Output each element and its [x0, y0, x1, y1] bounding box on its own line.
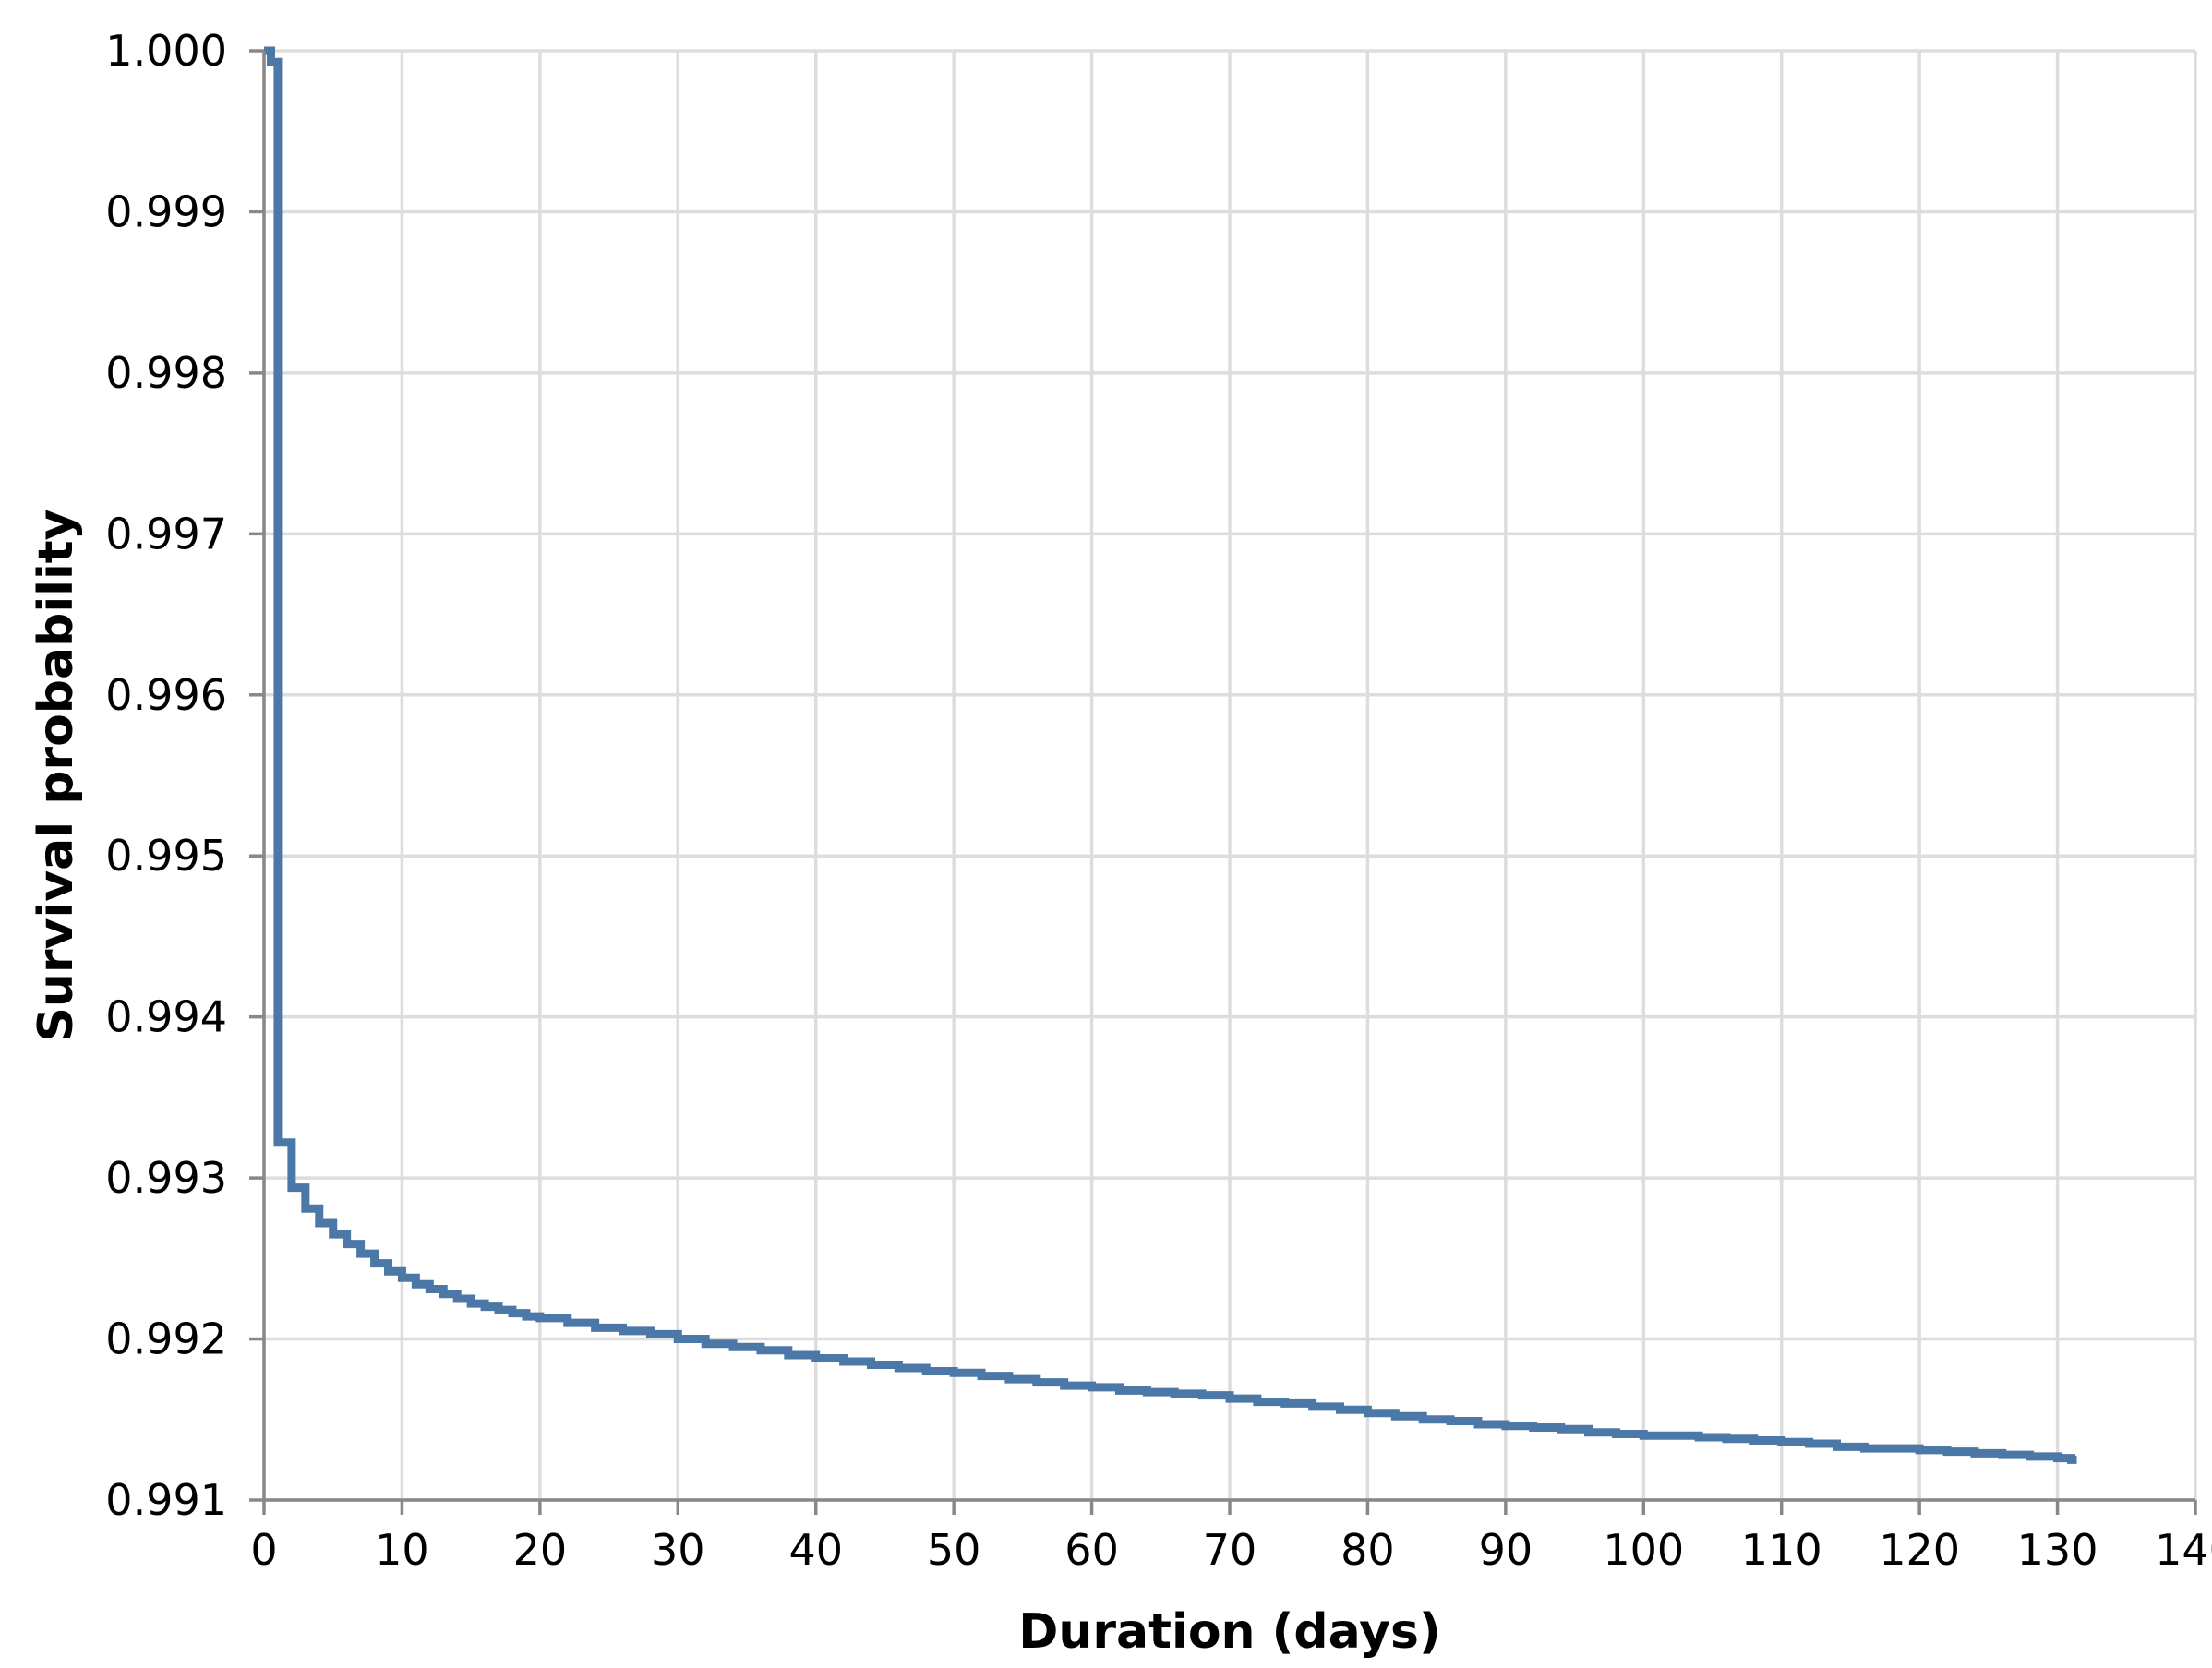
x-tick-label: 120: [1879, 1525, 1960, 1575]
y-tick-label: 0.995: [105, 831, 227, 881]
x-tick-label: 70: [1203, 1525, 1257, 1575]
x-tick-label: 90: [1479, 1525, 1533, 1575]
x-tick-label: 130: [2017, 1525, 2098, 1575]
x-tick-label: 0: [250, 1525, 277, 1575]
y-tick-label: 1.000: [105, 26, 227, 76]
survival-curve: [264, 46, 2077, 1464]
x-tick-label: 110: [1741, 1525, 1822, 1575]
x-tick-label: 40: [788, 1525, 843, 1575]
x-tick-label: 20: [513, 1525, 568, 1575]
x-axis-title: Duration (days): [1018, 1604, 1441, 1660]
y-tick-label: 0.999: [105, 186, 227, 236]
y-axis-ticks: 0.991 0.992 0.993 0.994 0.995 0.996 0.997 0.998…: [105, 26, 264, 1525]
y-tick-label: 0.993: [105, 1153, 227, 1203]
y-tick-label: 0.991: [105, 1475, 227, 1525]
y-tick-label: 0.992: [105, 1314, 227, 1364]
y-tick-label: 0.997: [105, 509, 227, 558]
x-axis-ticks: 0 10 20 30 40 50 60 70 80 90 100 110 120 130 140: [250, 1500, 2212, 1575]
gridlines: [262, 49, 2197, 1502]
x-tick-label: 100: [1603, 1525, 1684, 1575]
x-tick-label: 50: [927, 1525, 981, 1575]
y-tick-label: 0.998: [105, 348, 227, 398]
y-tick-label: 0.996: [105, 670, 227, 720]
series-layer: [264, 46, 2077, 1464]
x-tick-label: 60: [1064, 1525, 1119, 1575]
y-axis-title: Survival probability: [29, 509, 84, 1041]
x-tick-label: 30: [651, 1525, 705, 1575]
x-tick-label: 10: [375, 1525, 429, 1575]
x-tick-label: 140: [2155, 1525, 2212, 1575]
x-tick-label: 80: [1340, 1525, 1395, 1575]
y-tick-label: 0.994: [105, 992, 227, 1042]
